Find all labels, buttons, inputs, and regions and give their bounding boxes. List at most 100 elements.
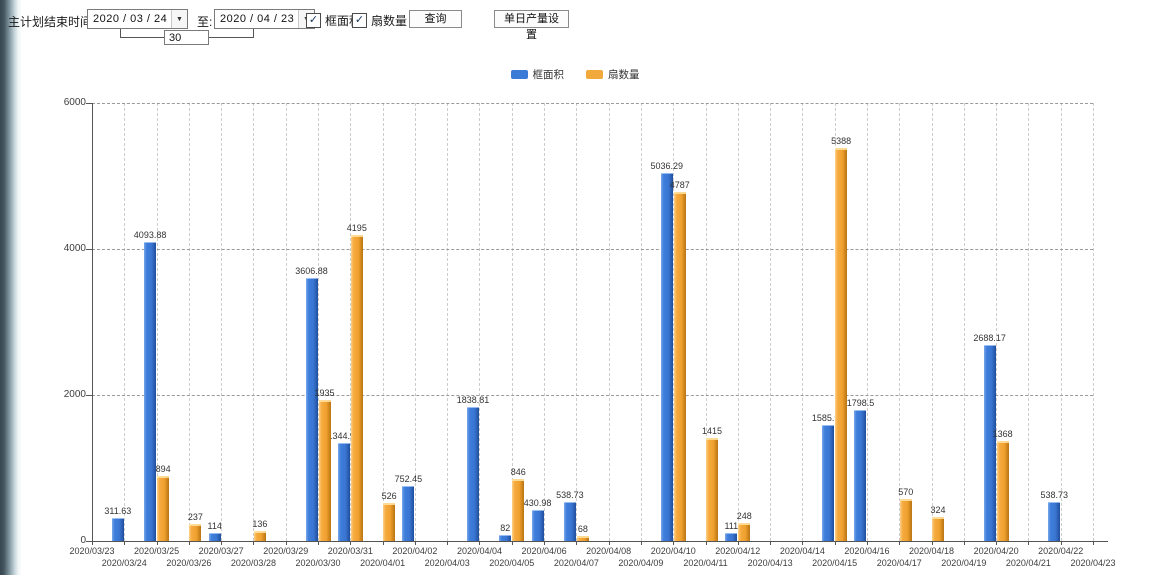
x-axis-label: 2020/03/29	[263, 546, 309, 556]
bar-sash-count[interactable]	[835, 147, 848, 541]
bar-sash-count[interactable]	[996, 441, 1009, 541]
x-axis-tick	[802, 541, 804, 545]
x-axis-label: 2020/04/20	[973, 546, 1019, 556]
bar-sash-count[interactable]	[318, 399, 331, 541]
x-axis-tick	[931, 541, 933, 545]
y-axis-label: 6000	[63, 97, 86, 108]
daily-output-settings-button[interactable]: 单日产量设置	[494, 10, 569, 41]
bar-frame-area[interactable]	[725, 532, 738, 541]
bar-frame-area[interactable]	[660, 173, 673, 541]
x-axis-label: 2020/04/17	[876, 558, 922, 568]
bar-sash-count[interactable]	[189, 523, 202, 541]
day-span-input[interactable]: 30	[164, 30, 209, 45]
x-axis-label: 2020/04/06	[521, 546, 567, 556]
x-axis-label: 2020/04/21	[1005, 558, 1051, 568]
bar-sash-count[interactable]	[899, 499, 912, 541]
vertical-gridline	[479, 103, 481, 541]
vertical-gridline	[447, 103, 449, 541]
bar-sash-count[interactable]	[253, 531, 266, 541]
bar-sash-count[interactable]	[738, 522, 751, 541]
vertical-gridline	[608, 103, 610, 541]
bar-sash-count[interactable]	[932, 517, 945, 541]
bar-sash-count[interactable]	[673, 191, 686, 541]
bar-sash-count[interactable]	[157, 475, 170, 541]
legend-label: 扇数量	[608, 69, 640, 81]
x-axis-tick	[996, 541, 998, 545]
x-axis-label: 2020/04/19	[941, 558, 987, 568]
bar-frame-area[interactable]	[337, 442, 350, 541]
bar-value-label: 1368	[992, 429, 1013, 440]
bar-value-label: 1344.95	[327, 430, 361, 441]
bar-frame-area[interactable]	[402, 486, 415, 541]
x-axis-label: 2020/03/28	[230, 558, 276, 568]
vertical-gridline	[866, 103, 868, 541]
bar-frame-area[interactable]	[531, 509, 544, 541]
x-axis-tick	[447, 541, 449, 545]
x-axis-tick	[705, 541, 707, 545]
x-axis-tick	[963, 541, 965, 545]
x-axis-label: 2020/04/12	[715, 546, 761, 556]
vertical-gridline	[221, 103, 223, 541]
bar-value-label: 68	[577, 524, 588, 535]
x-axis-tick	[188, 541, 190, 545]
x-axis-line	[92, 541, 1108, 542]
date-to-value: 2020 / 04 / 23	[220, 13, 295, 25]
bar-value-label: 248	[736, 510, 752, 521]
x-axis-label: 2020/04/09	[618, 558, 664, 568]
bar-frame-area[interactable]	[144, 242, 157, 541]
vertical-gridline	[156, 103, 158, 541]
legend-item-frame-area[interactable]: 框面积	[510, 67, 564, 82]
bar-frame-area[interactable]	[563, 501, 576, 541]
bar-sash-count[interactable]	[576, 536, 589, 541]
legend-item-sash-count[interactable]: 扇数量	[586, 67, 640, 82]
bar-value-label: 114	[207, 520, 222, 531]
bar-frame-area[interactable]	[499, 535, 512, 541]
bar-frame-area[interactable]	[305, 277, 318, 541]
x-axis-label: 2020/03/26	[166, 558, 212, 568]
bar-frame-area[interactable]	[854, 409, 867, 541]
x-axis-tick	[770, 541, 772, 545]
bar-frame-area[interactable]	[983, 344, 996, 541]
bar-frame-area[interactable]	[208, 532, 221, 541]
vertical-gridline	[253, 103, 255, 541]
x-axis-tick	[899, 541, 901, 545]
bar-sash-count[interactable]	[706, 437, 719, 541]
x-axis-tick	[479, 541, 481, 545]
sash-count-checkbox[interactable]: ✓ 扇数量	[352, 12, 407, 29]
bar-value-label: 538.73	[1040, 489, 1068, 500]
x-axis-tick	[350, 541, 352, 545]
bar-sash-count[interactable]	[383, 502, 396, 541]
bar-frame-area[interactable]	[111, 518, 124, 541]
y-axis-tick	[86, 103, 92, 104]
bar-sash-count[interactable]	[350, 234, 363, 541]
bar-frame-area[interactable]	[466, 406, 479, 541]
vertical-gridline	[963, 103, 965, 541]
date-from-picker[interactable]: 2020 / 03 / 24 ▼	[87, 9, 188, 29]
x-axis-label: 2020/03/27	[198, 546, 244, 556]
bar-sash-count[interactable]	[512, 479, 525, 541]
y-axis-tick	[86, 395, 92, 396]
x-axis-label: 2020/03/30	[295, 558, 341, 568]
bar-frame-area[interactable]	[1048, 501, 1061, 541]
legend-swatch-blue	[510, 70, 528, 79]
vertical-gridline	[124, 103, 126, 541]
x-axis-tick	[253, 541, 255, 545]
bar-frame-area[interactable]	[822, 425, 835, 541]
x-axis-label: 2020/04/22	[1038, 546, 1084, 556]
chevron-down-icon[interactable]: ▼	[171, 10, 187, 28]
vertical-gridline	[318, 103, 320, 541]
y-axis-tick	[86, 541, 92, 542]
x-axis-label: 2020/04/13	[747, 558, 793, 568]
bar-value-label: 4195	[346, 222, 367, 233]
horizontal-gridline	[92, 103, 1093, 104]
x-axis-tick	[608, 541, 610, 545]
bracket-line	[253, 29, 254, 38]
vertical-gridline	[899, 103, 901, 541]
query-button[interactable]: 查询	[409, 10, 462, 28]
x-axis-tick	[866, 541, 868, 545]
vertical-gridline	[188, 103, 190, 541]
vertical-gridline	[382, 103, 384, 541]
bar-value-label: 311.63	[104, 506, 132, 517]
bar-value-label: 752.45	[394, 474, 423, 485]
x-axis-label: 2020/03/24	[101, 558, 147, 568]
